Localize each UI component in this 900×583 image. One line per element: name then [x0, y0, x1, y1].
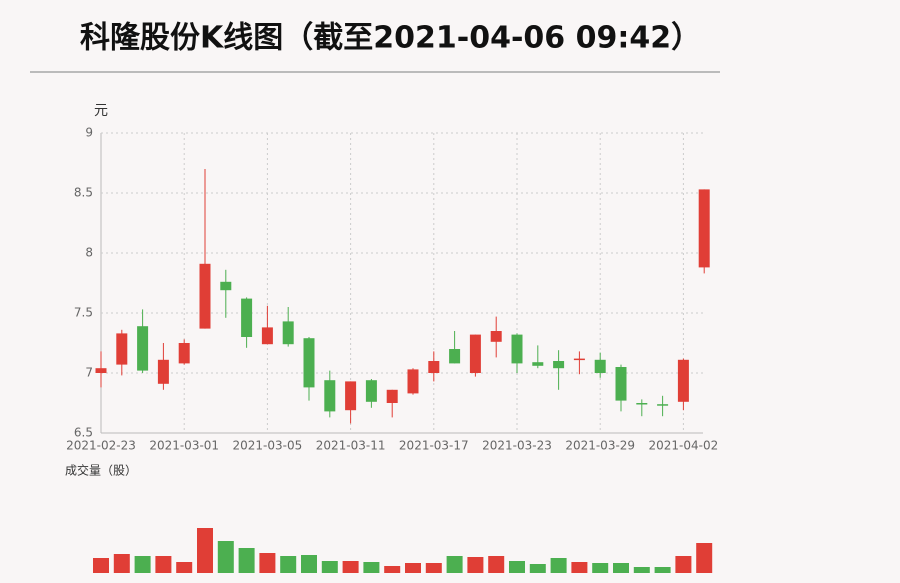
- volume-bar: [425, 563, 442, 573]
- volume-bar: [467, 557, 484, 573]
- candle-body: [615, 367, 627, 401]
- volume-bar: [405, 563, 421, 573]
- volume-bar: [509, 561, 525, 573]
- volume-bar: [197, 528, 213, 573]
- volume-bar: [259, 553, 276, 573]
- candle-body: [95, 368, 107, 373]
- candle-body: [282, 321, 294, 345]
- candle-body: [532, 362, 544, 366]
- chart-title: 科隆股份K线图（截至2021-04-06 09:42）: [80, 21, 701, 56]
- y-tick-label: 6.5: [74, 426, 93, 440]
- volume-bar: [384, 566, 401, 573]
- x-tick-label: 2021-04-02: [649, 439, 719, 453]
- x-tick-label: 2021-03-17: [399, 439, 469, 453]
- candle-body: [407, 369, 419, 394]
- volume-bar: [155, 556, 172, 573]
- candle-body: [157, 359, 169, 384]
- x-tick-label: 2021-03-01: [149, 439, 219, 453]
- volume-bar: [633, 567, 650, 573]
- volume-bar: [342, 561, 359, 573]
- volume-bar: [613, 563, 629, 573]
- volume-bar: [301, 555, 317, 573]
- candle-body: [573, 358, 585, 361]
- volume-bar: [176, 562, 193, 573]
- volume-bar: [696, 543, 713, 573]
- candle-body: [490, 331, 502, 342]
- volume-bar: [363, 562, 380, 573]
- candle-body: [365, 380, 377, 402]
- volume-bar: [446, 556, 463, 573]
- volume-bar: [93, 558, 109, 573]
- volume-bar: [675, 556, 692, 573]
- y-tick-label: 9: [85, 126, 93, 140]
- x-tick-label: 2021-02-23: [66, 439, 136, 453]
- candle-body: [469, 334, 481, 373]
- y-tick-label: 7.5: [74, 306, 93, 320]
- candle-body: [511, 334, 523, 364]
- candle-body: [137, 326, 149, 371]
- volume-bar: [550, 558, 567, 573]
- volume-label: 成交量（股）: [65, 463, 137, 478]
- volume-bar: [488, 556, 505, 573]
- volume-bar: [134, 556, 151, 573]
- candle-body: [261, 327, 273, 345]
- x-tick-label: 2021-03-29: [565, 439, 635, 453]
- volume-bar: [238, 548, 255, 573]
- volume-bar: [529, 564, 546, 573]
- candle-body: [220, 281, 232, 291]
- volume-bar: [217, 541, 234, 573]
- candle-body: [241, 298, 253, 337]
- candle-body: [303, 338, 315, 388]
- volume-bar: [321, 561, 338, 573]
- candle-body: [553, 361, 565, 369]
- candle-body: [594, 359, 606, 373]
- candle-body: [428, 361, 440, 373]
- candle-body: [657, 404, 669, 406]
- candle-body: [178, 343, 190, 364]
- candle-body: [324, 380, 336, 412]
- volume-bar: [654, 567, 671, 573]
- volume-bar: [571, 562, 588, 573]
- candle-body: [698, 189, 710, 268]
- y-axis-unit: 元: [94, 103, 108, 119]
- x-tick-label: 2021-03-11: [316, 439, 386, 453]
- candle-body: [199, 263, 211, 329]
- candle-body: [345, 381, 357, 411]
- y-tick-label: 7: [85, 366, 93, 380]
- candle-body: [677, 359, 689, 402]
- candle-body: [636, 403, 648, 405]
- candle-body: [449, 349, 461, 364]
- candle-body: [116, 333, 128, 365]
- x-tick-label: 2021-03-23: [482, 439, 552, 453]
- volume-bar: [113, 554, 130, 573]
- x-tick-label: 2021-03-05: [233, 439, 303, 453]
- volume-bar: [280, 556, 297, 573]
- candle-body: [386, 389, 398, 403]
- y-tick-label: 8.5: [74, 186, 93, 200]
- y-tick-label: 8: [85, 246, 93, 260]
- volume-bar: [592, 563, 609, 573]
